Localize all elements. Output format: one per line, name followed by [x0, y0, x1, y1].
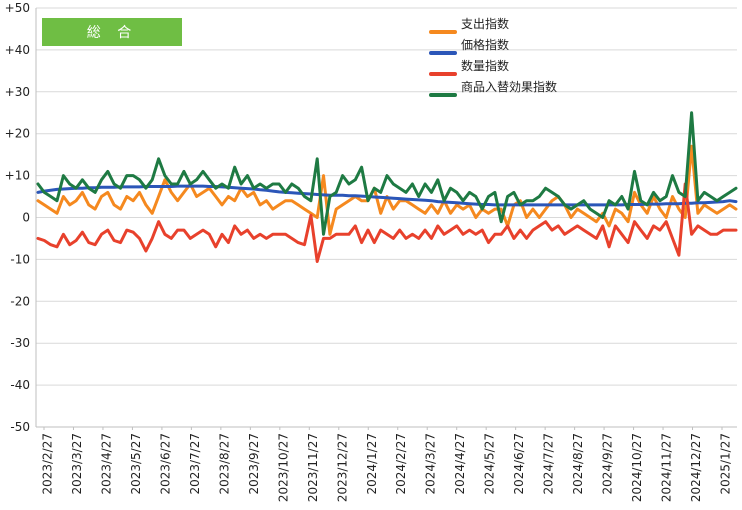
legend-label: 商品入替効果指数	[461, 79, 557, 94]
badge-label: 総 合	[87, 25, 137, 41]
x-tick-label: 2024/10/27	[630, 433, 644, 502]
x-tick-label: 2023/10/27	[276, 433, 290, 502]
series-line	[36, 111, 738, 236]
x-axis-tick-labels: 2023/2/27 2023/3/27 2023/4/27 2023/5/27 2023…	[41, 427, 733, 502]
legend-label: 支出指数	[461, 16, 509, 31]
x-tick-label: 2024/2/27	[394, 433, 408, 495]
axes	[35, 8, 737, 428]
y-tick-label: +40	[5, 43, 30, 57]
x-tick-label: 2024/6/27	[512, 433, 526, 495]
y-tick-label: +50	[5, 1, 30, 15]
x-tick-label: 2024/1/27	[365, 433, 379, 495]
legend-label: 数量指数	[461, 58, 509, 73]
x-tick-label: 2024/7/27	[542, 433, 556, 495]
x-tick-label: 2023/6/27	[158, 433, 172, 495]
legend-label: 価格指数	[461, 37, 509, 52]
x-tick-label: 2024/4/27	[453, 433, 467, 495]
y-tick-label: -10	[10, 252, 30, 266]
x-tick-label: 2024/8/27	[571, 433, 585, 495]
y-tick-label: -50	[10, 420, 30, 434]
x-tick-label: 2023/11/27	[306, 433, 320, 502]
x-tick-label: 2023/8/27	[217, 433, 231, 495]
x-tick-label: 2023/12/27	[335, 433, 349, 502]
x-tick-label: 2025/1/27	[719, 433, 733, 495]
series-line	[36, 184, 738, 207]
x-tick-label: 2023/2/27	[41, 433, 55, 495]
y-tick-label: -20	[10, 294, 30, 308]
y-tick-label: 0	[22, 211, 30, 225]
x-tick-label: 2023/9/27	[247, 433, 261, 495]
series-lines	[36, 111, 738, 263]
series-line	[36, 182, 738, 263]
y-tick-label: -30	[10, 336, 30, 350]
y-axis-tick-labels: +50 +40 +30 +20 +10 0 -10 -20 -30 -40 -50	[5, 1, 30, 434]
badge-background	[42, 18, 182, 46]
x-tick-label: 2024/3/27	[424, 433, 438, 495]
x-tick-label: 2024/11/27	[660, 433, 674, 502]
x-tick-label: 2023/7/27	[188, 433, 202, 495]
y-tick-label: +10	[5, 169, 30, 183]
y-tick-label: +30	[5, 85, 30, 99]
y-tick-label: -40	[10, 378, 30, 392]
x-tick-label: 2024/9/27	[601, 433, 615, 495]
x-tick-label: 2023/5/27	[129, 433, 143, 495]
x-tick-label: 2023/3/27	[70, 433, 84, 495]
x-tick-label: 2024/5/27	[483, 433, 497, 495]
y-tick-label: +20	[5, 127, 30, 141]
chart-badge: 総 合	[42, 18, 182, 46]
x-tick-label: 2023/4/27	[99, 433, 113, 495]
x-tick-label: 2024/12/27	[689, 433, 703, 502]
